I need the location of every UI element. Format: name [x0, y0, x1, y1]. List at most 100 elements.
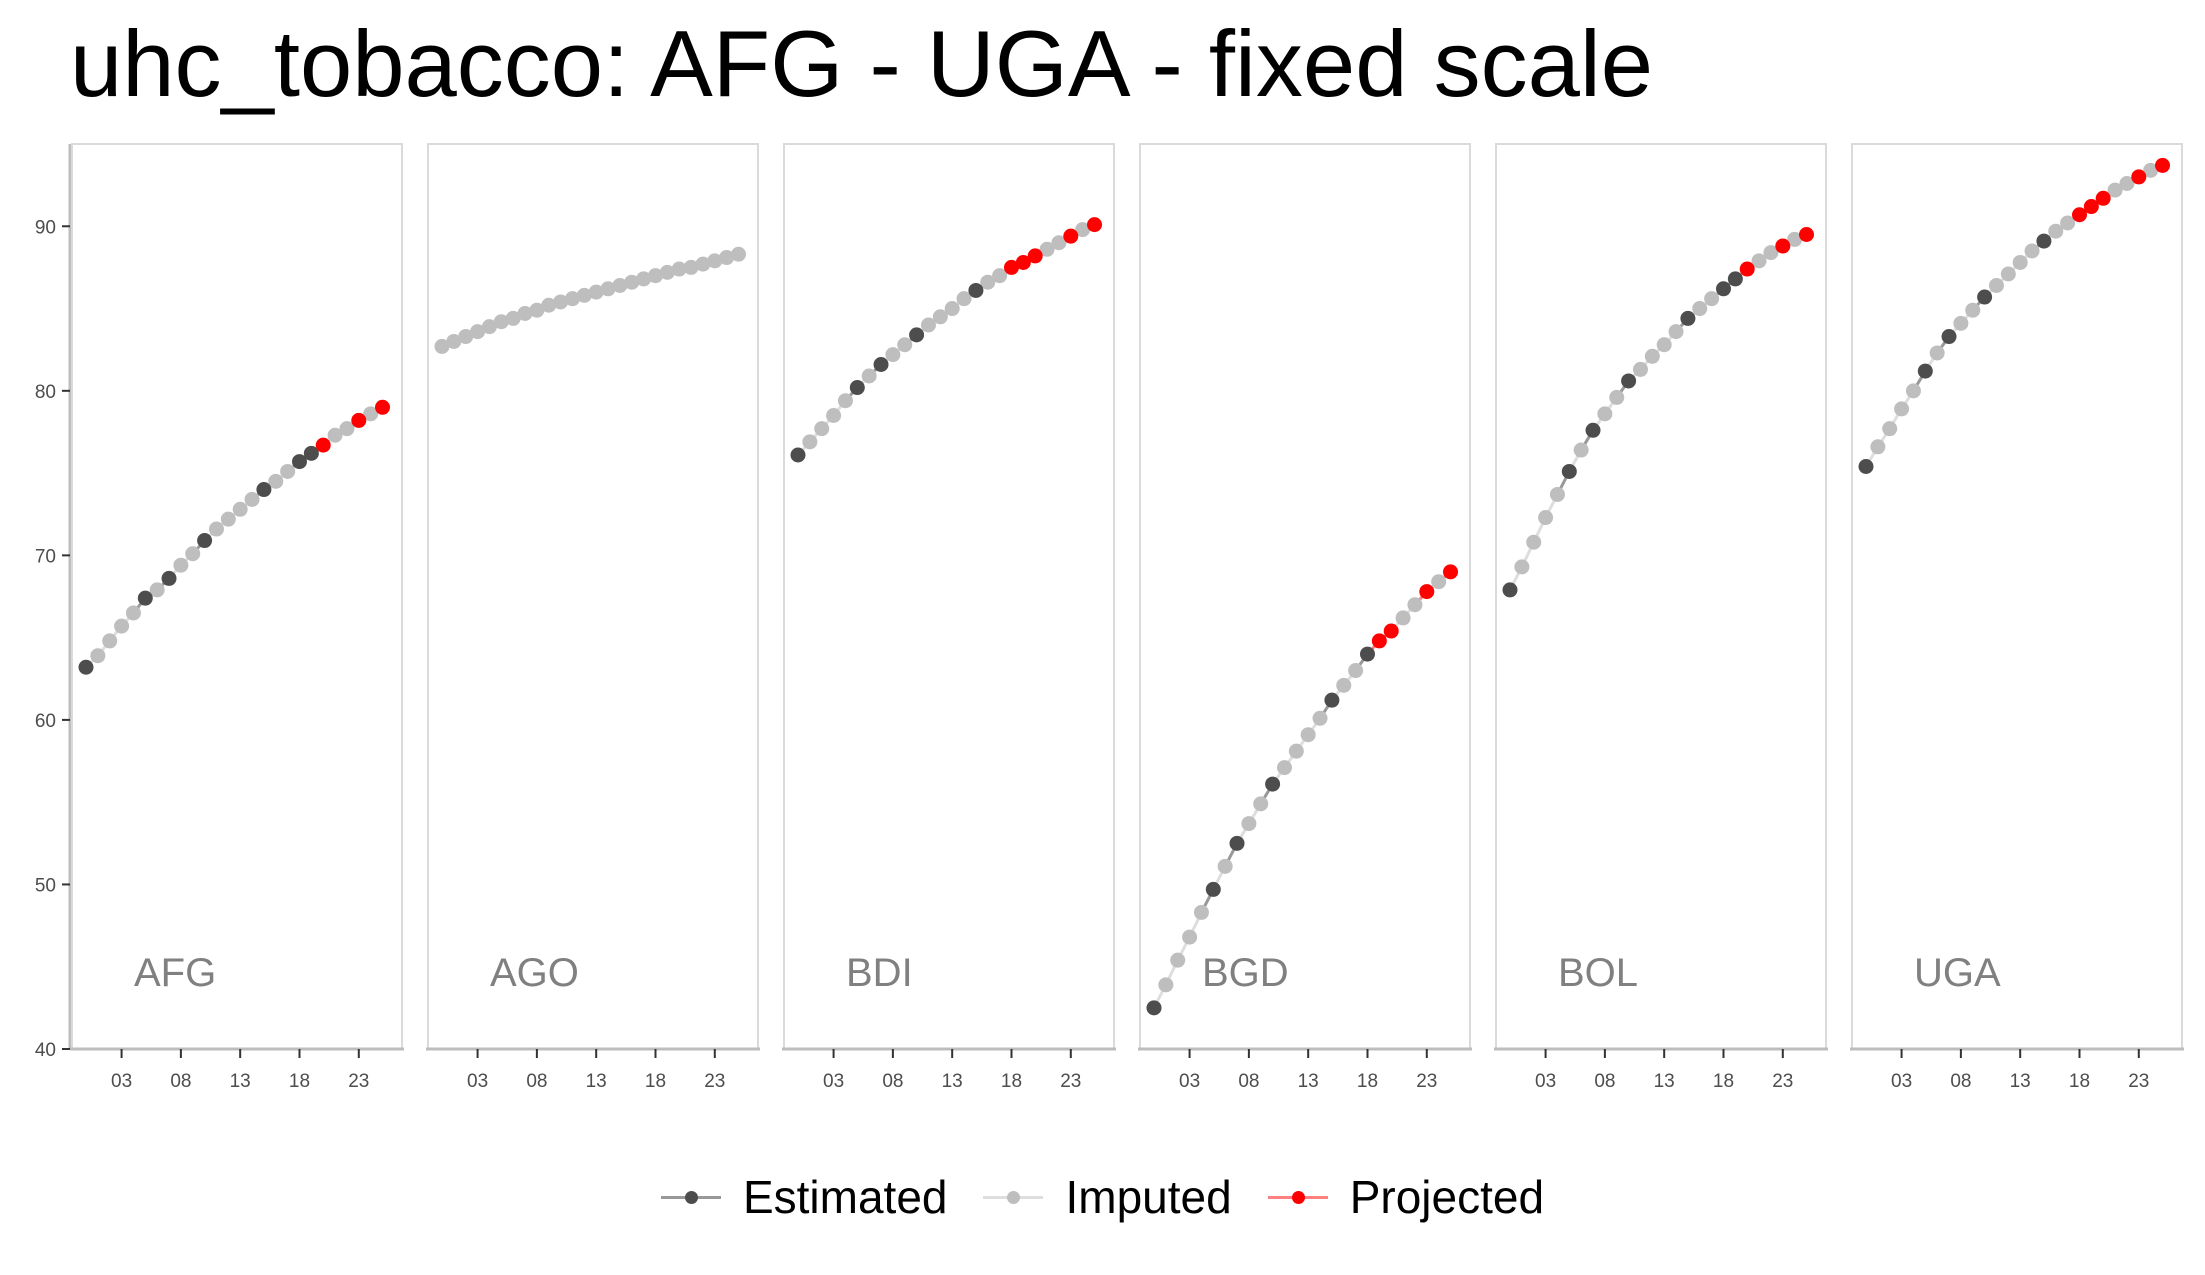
legend-label-imputed: Imputed — [1065, 1171, 1232, 1223]
data-point-estimated — [161, 570, 177, 586]
data-point-estimated — [1324, 692, 1340, 708]
data-point-imputed — [232, 501, 248, 517]
data-point-imputed — [1668, 324, 1684, 340]
chart-title: uhc_tobacco: AFG - UGA - fixed scale — [70, 11, 1654, 116]
data-point-imputed — [837, 393, 853, 409]
data-point-imputed — [327, 427, 343, 443]
data-point-imputed — [185, 546, 201, 562]
data-point-imputed — [541, 297, 557, 313]
x-tick-label: 13 — [230, 1071, 251, 1092]
data-point-estimated — [968, 282, 984, 298]
data-point-imputed — [695, 256, 711, 272]
x-tick-label: 13 — [2010, 1071, 2031, 1092]
panel-frame — [71, 143, 403, 1050]
data-point-imputed — [1609, 389, 1625, 405]
data-point-projected — [2083, 199, 2099, 215]
y-tick-label: 90 — [35, 217, 56, 238]
data-point-imputed — [647, 268, 663, 284]
data-point-imputed — [1300, 727, 1316, 743]
x-tick-label: 23 — [1772, 1071, 1793, 1092]
data-point-imputed — [2000, 266, 2016, 282]
data-point-estimated — [1977, 289, 1993, 305]
data-point-imputed — [564, 291, 580, 307]
data-point-projected — [2071, 207, 2087, 223]
data-point-imputed — [636, 271, 652, 287]
x-tick-label: 13 — [942, 1071, 963, 1092]
data-point-estimated — [303, 445, 319, 461]
data-point-projected — [351, 412, 367, 428]
data-point-estimated — [197, 533, 213, 549]
data-point-imputed — [1538, 510, 1554, 526]
data-point-imputed — [1763, 245, 1779, 261]
data-point-imputed — [493, 314, 509, 330]
data-point-imputed — [861, 368, 877, 384]
data-point-imputed — [624, 274, 640, 290]
data-point-estimated — [1585, 422, 1601, 438]
data-point-estimated — [1265, 776, 1281, 792]
data-point-imputed — [1644, 348, 1660, 364]
x-tick-label: 03 — [1891, 1071, 1912, 1092]
data-point-projected — [2131, 169, 2147, 185]
data-point-imputed — [481, 319, 497, 335]
data-point-imputed — [1075, 222, 1091, 238]
data-point-imputed — [2012, 254, 2028, 270]
x-tick-label: 18 — [1357, 1071, 1378, 1092]
data-point-estimated — [256, 482, 272, 498]
data-point-imputed — [102, 633, 118, 649]
data-point-imputed — [1039, 241, 1055, 257]
data-point-imputed — [1276, 760, 1292, 776]
data-point-imputed — [826, 408, 842, 423]
data-point-estimated — [1858, 459, 1874, 475]
data-point-projected — [1063, 228, 1079, 244]
panel-label: UGA — [1914, 951, 2001, 995]
data-point-imputed — [1348, 663, 1364, 679]
data-point-imputed — [280, 463, 296, 479]
legend-label-estimated: Estimated — [742, 1171, 948, 1223]
data-point-estimated — [1715, 281, 1731, 297]
panel-label: BDI — [846, 951, 913, 995]
data-point-imputed — [1514, 559, 1530, 575]
data-point-imputed — [932, 309, 948, 325]
panel-ago: 03 08 13 18 23 AGO — [426, 143, 760, 1092]
data-point-estimated — [1146, 1000, 1162, 1016]
data-point-estimated — [2036, 233, 2052, 249]
data-point-projected — [2095, 190, 2111, 206]
data-point-imputed — [944, 301, 960, 317]
data-point-imputed — [446, 333, 462, 349]
x-tick-label: 08 — [882, 1071, 903, 1092]
legend-item-projected: Projected — [1267, 1170, 1544, 1224]
x-tick-label: 23 — [704, 1071, 725, 1092]
x-tick-label: 13 — [1654, 1071, 1675, 1092]
data-point-projected — [315, 437, 331, 453]
data-point-imputed — [2119, 175, 2135, 191]
data-point-imputed — [956, 291, 972, 307]
x-tick-label: 03 — [467, 1071, 488, 1092]
data-point-projected — [1739, 261, 1755, 277]
data-point-projected — [1383, 623, 1399, 639]
data-point-imputed — [1704, 291, 1720, 307]
data-point-projected — [1027, 248, 1043, 264]
panel-frame — [783, 143, 1115, 1050]
data-point-imputed — [2060, 215, 2076, 231]
legend-item-estimated: Estimated — [660, 1170, 948, 1224]
data-point-imputed — [1217, 858, 1233, 874]
x-tick-label: 18 — [289, 1071, 310, 1092]
data-point-imputed — [244, 491, 260, 507]
data-point-imputed — [268, 473, 284, 489]
x-tick-label: 13 — [1298, 1071, 1319, 1092]
data-point-imputed — [1526, 534, 1542, 550]
data-point-imputed — [1894, 401, 1910, 417]
data-point-imputed — [1288, 743, 1304, 759]
data-point-imputed — [1597, 406, 1613, 422]
legend-key-projected — [1267, 1172, 1328, 1222]
y-tick-label: 40 — [35, 1040, 56, 1061]
data-point-estimated — [1359, 646, 1375, 662]
x-tick-label: 23 — [2128, 1071, 2149, 1092]
x-tick-label: 23 — [1416, 1071, 1437, 1092]
y-tick-label: 60 — [35, 711, 56, 732]
data-point-imputed — [1182, 929, 1198, 945]
panel-bdi: 03 08 13 18 23 BDI — [782, 143, 1116, 1092]
data-point-estimated — [78, 659, 94, 675]
data-point-imputed — [2048, 223, 2064, 239]
